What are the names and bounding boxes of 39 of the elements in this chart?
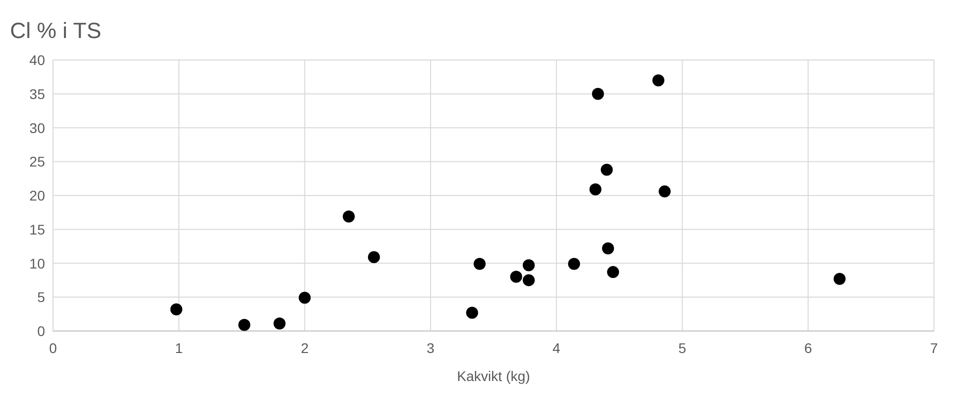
y-tick-label: 40 [29,52,46,68]
point [607,266,620,278]
point [274,318,286,330]
x-axis-title: Kakvikt (kg) [456,368,530,384]
y-tick-label: 15 [29,221,46,238]
x-tick-label: 4 [552,340,561,356]
point [522,259,535,272]
point [658,185,671,198]
x-tick-label: 2 [300,340,309,356]
chart-title: Cl % i TS [10,18,102,43]
point [342,210,355,223]
x-tick-label: 0 [49,340,58,356]
point [600,164,613,176]
point [368,251,380,264]
y-tick-label: 30 [29,120,46,136]
point [652,74,664,86]
point [589,183,602,196]
x-tick-label: 6 [804,340,812,356]
point [238,318,250,331]
x-tick-label: 1 [174,340,183,356]
point [510,270,522,283]
y-tick-label: 20 [29,188,46,204]
y-tick-label: 0 [37,323,46,339]
y-tick-label: 35 [29,86,46,102]
point [298,292,311,304]
point [568,258,580,270]
x-tick-label: 7 [930,340,938,356]
x-tick-label: 5 [678,340,686,356]
point [602,242,614,254]
point [522,274,535,286]
point [474,258,486,270]
y-tick-label: 25 [29,154,46,170]
point [170,303,182,316]
point [592,88,604,100]
point [466,306,478,319]
x-tick-label: 3 [426,340,435,356]
y-tick-label: 5 [37,289,46,306]
y-tick-label: 10 [29,255,46,272]
point [834,272,846,285]
